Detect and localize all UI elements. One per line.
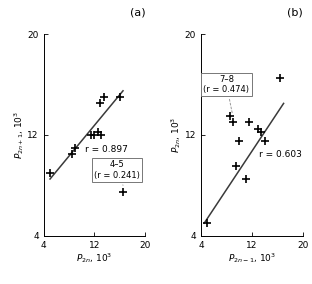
Y-axis label: $P_{2n+1}$, 10$^3$: $P_{2n+1}$, 10$^3$	[12, 111, 26, 159]
Text: r = 0.897: r = 0.897	[85, 145, 128, 154]
Text: (b): (b)	[287, 8, 303, 18]
X-axis label: $P_{2n-1}$, 10$^3$: $P_{2n-1}$, 10$^3$	[228, 251, 276, 265]
Text: 4–5
(r = 0.241): 4–5 (r = 0.241)	[94, 160, 139, 185]
Text: (a): (a)	[129, 8, 145, 18]
X-axis label: $P_{2n}$, 10$^3$: $P_{2n}$, 10$^3$	[76, 251, 113, 265]
Y-axis label: $P_{2n}$, 10$^3$: $P_{2n}$, 10$^3$	[169, 117, 183, 153]
Text: 7–8
(r = 0.474): 7–8 (r = 0.474)	[203, 75, 250, 113]
Text: r = 0.603: r = 0.603	[260, 150, 302, 159]
